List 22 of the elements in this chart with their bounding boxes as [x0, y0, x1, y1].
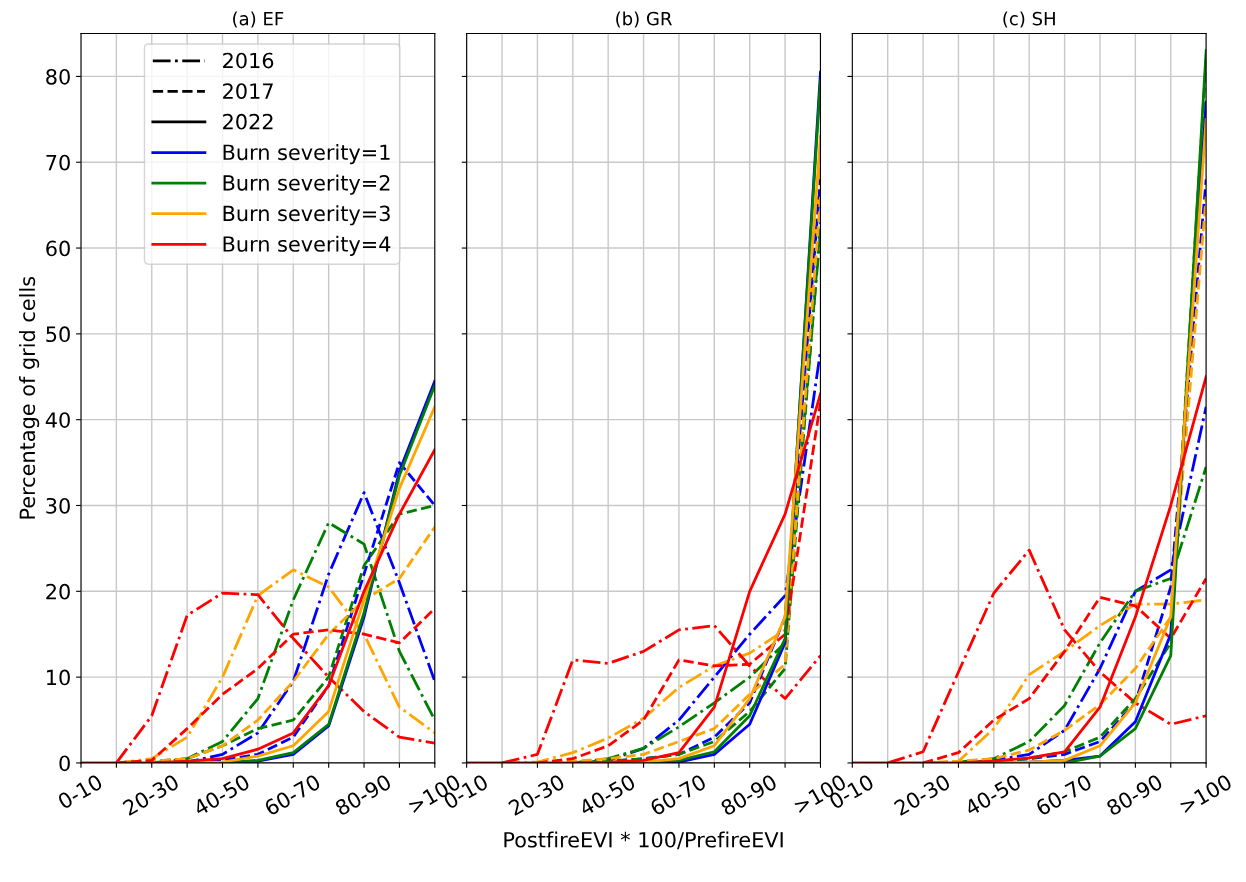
chart-title: (a) EF: [233, 11, 284, 28]
chart-title: (b) GR: [616, 11, 672, 28]
legend-label: 2022: [223, 113, 273, 130]
x-tick-label: 0-10: [56, 773, 104, 810]
legend-label: Burn severity=1: [223, 144, 390, 165]
legend-label: Burn severity=4: [223, 235, 391, 256]
legend-label: Burn severity=3: [223, 205, 390, 226]
x-axis-title: PostfireEVI * 100/PrefireEVI: [504, 831, 783, 850]
y-tick-label: 40: [45, 412, 70, 428]
y-tick-label: 80: [46, 68, 70, 85]
legend-label: 2017: [223, 83, 273, 99]
y-tick-label: 70: [46, 154, 70, 171]
legend-label: 2016: [223, 52, 274, 69]
y-tick-label: 30: [46, 497, 70, 514]
y-tick-label: 10: [47, 669, 70, 686]
legend-label: Burn severity=2: [223, 174, 390, 195]
y-axis-title: Percentage of grid cells: [19, 276, 40, 519]
y-tick-label: 0: [59, 755, 70, 772]
y-tick-label: 60: [46, 240, 70, 257]
y-tick-label: 50: [46, 326, 70, 343]
y-tick-label: 20: [46, 583, 70, 600]
chart-title: (c) SH: [1003, 11, 1055, 28]
